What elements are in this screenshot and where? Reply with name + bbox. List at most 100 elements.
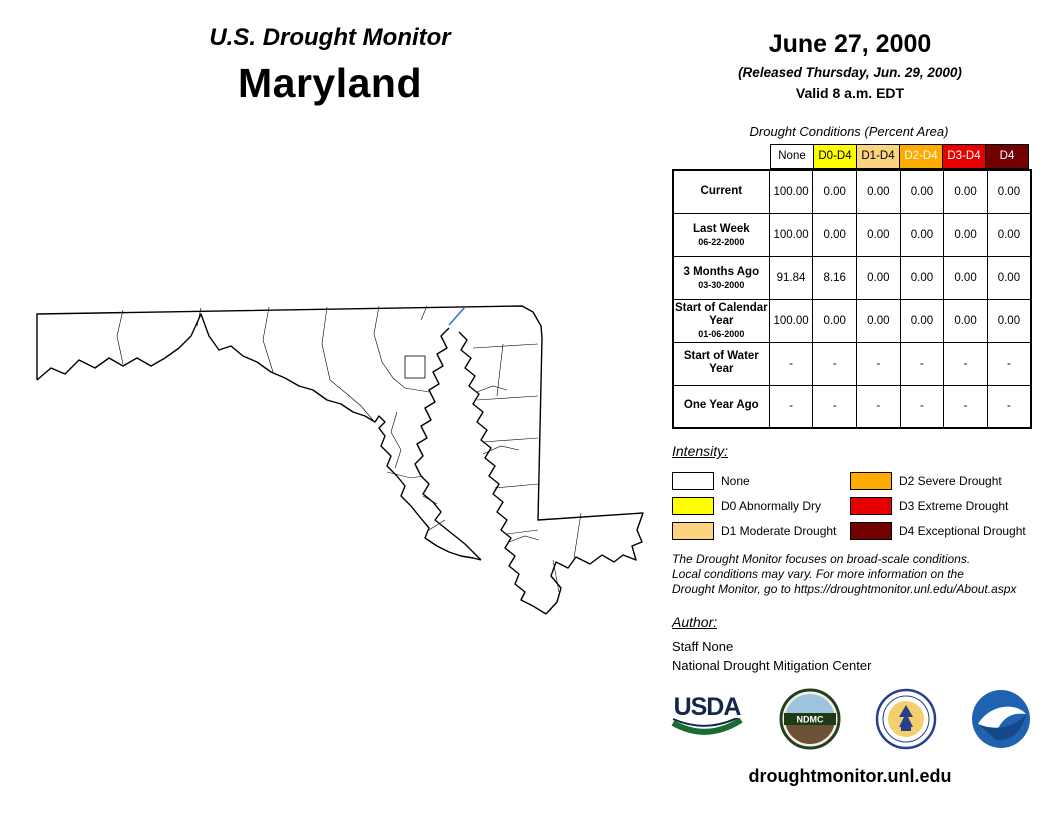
col-header-none: None xyxy=(770,144,814,169)
city-box xyxy=(404,355,426,379)
state-outline xyxy=(36,305,644,615)
legend-item-d2: D2 Severe Drought xyxy=(850,468,1028,493)
cell-value: - xyxy=(943,341,988,386)
legend-left-column: None D0 Abnormally Dry D1 Moderate Droug… xyxy=(672,468,850,543)
author-section: Author: Staff None National Drought Miti… xyxy=(672,614,1032,673)
cell-value: 100.00 xyxy=(768,169,814,214)
cell-value: - xyxy=(812,341,858,386)
bay-east-shore-path xyxy=(458,331,547,615)
maryland-map-svg xyxy=(36,305,644,615)
disclaimer-text: The Drought Monitor focuses on broad-sca… xyxy=(672,552,1042,597)
cell-value: 0.00 xyxy=(856,298,901,343)
commerce-seal-logo xyxy=(875,688,936,750)
legend-item-d4: D4 Exceptional Drought xyxy=(850,518,1028,543)
row-sub-date: 06-22-2000 xyxy=(698,236,745,247)
cell-value: 100.00 xyxy=(768,298,814,343)
author-title: Author: xyxy=(672,614,718,630)
report-date: June 27, 2000 xyxy=(768,30,932,58)
legend-swatch-d0 xyxy=(672,496,714,515)
table-row-3-months-ago: 3 Months Ago 03-30-2000 91.84 8.16 0.00 0… xyxy=(672,255,1032,300)
legend-title: Intensity: xyxy=(672,443,729,459)
table-header-row: None D0-D4 D1-D4 D2-D4 D3-D4 D4 xyxy=(770,144,1032,169)
row-label: Current xyxy=(700,184,743,197)
intensity-legend: Intensity: None D0 Abnormally Dry D1 Mod… xyxy=(672,443,1032,543)
cell-value: 0.00 xyxy=(856,212,901,257)
cell-value: - xyxy=(856,384,901,429)
cell-value: 0.00 xyxy=(943,298,988,343)
release-date: (Released Thursday, Jun. 29, 2000) xyxy=(738,65,962,80)
legend-item-d3: D3 Extreme Drought xyxy=(850,493,1028,518)
cell-value: - xyxy=(986,341,1032,386)
cell-value: 0.00 xyxy=(943,169,988,214)
report-title: U.S. Drought Monitor xyxy=(209,24,451,51)
legend-item-d1: D1 Moderate Drought xyxy=(672,518,850,543)
cell-value: 100.00 xyxy=(768,212,814,257)
legend-label: D0 Abnormally Dry xyxy=(721,498,822,513)
susquehanna-river xyxy=(448,306,466,326)
cell-value: 0.00 xyxy=(899,298,945,343)
date-block: June 27, 2000 (Released Thursday, Jun. 2… xyxy=(700,30,1000,101)
row-sub-date: 03-30-2000 xyxy=(698,279,745,290)
table-row-start-calendar-year: Start of Calendar Year 01-06-2000 100.00 … xyxy=(672,298,1032,343)
cell-value: - xyxy=(812,384,858,429)
legend-swatch-none xyxy=(672,471,714,490)
legend-label: None xyxy=(721,473,750,488)
cell-value: - xyxy=(899,341,945,386)
cell-value: 0.00 xyxy=(812,169,858,214)
logo-row: USDA NDMC xyxy=(668,688,1032,750)
table-row-one-year-ago: One Year Ago - - - - - - xyxy=(672,384,1032,429)
legend-right-column: D2 Severe Drought D3 Extreme Drought D4 … xyxy=(850,468,1028,543)
cell-value: 0.00 xyxy=(856,255,901,300)
cell-value: - xyxy=(899,384,945,429)
disclaimer-line: Local conditions may vary. For more info… xyxy=(672,567,964,581)
cell-value: 8.16 xyxy=(812,255,858,300)
col-header-d3d4: D3-D4 xyxy=(942,144,986,169)
ndmc-logo-text: NDMC xyxy=(797,715,824,725)
cell-value: - xyxy=(768,341,814,386)
cell-value: 0.00 xyxy=(986,212,1032,257)
author-name: Staff None xyxy=(672,639,734,654)
table-row-current: Current 100.00 0.00 0.00 0.00 0.00 0.00 xyxy=(672,169,1032,214)
cell-value: 0.00 xyxy=(899,212,945,257)
legend-swatch-d4 xyxy=(850,521,892,540)
ndmc-logo: NDMC xyxy=(779,688,841,750)
cell-value: - xyxy=(768,384,814,429)
legend-label: D4 Exceptional Drought xyxy=(899,523,1026,538)
usda-logo-text: USDA xyxy=(673,692,742,721)
potomac-border-path xyxy=(36,313,482,561)
row-label: Last Week xyxy=(692,222,750,235)
cell-value: - xyxy=(943,384,988,429)
table-row-start-water-year: Start of Water Year - - - - - - xyxy=(672,341,1032,386)
cell-value: 0.00 xyxy=(899,169,945,214)
row-label: Start of Water Year xyxy=(683,350,759,375)
state-name: Maryland xyxy=(238,60,422,106)
author-organization: National Drought Mitigation Center xyxy=(672,658,872,673)
report-header: U.S. Drought Monitor Maryland xyxy=(80,24,580,107)
valid-time: Valid 8 a.m. EDT xyxy=(795,85,905,101)
legend-swatch-d3 xyxy=(850,496,892,515)
cell-value: 0.00 xyxy=(986,298,1032,343)
bay-west-shore-path xyxy=(414,327,482,561)
cell-value: 0.00 xyxy=(899,255,945,300)
legend-label: D2 Severe Drought xyxy=(899,473,1002,488)
cell-value: - xyxy=(856,341,901,386)
disclaimer-line: The Drought Monitor focuses on broad-sca… xyxy=(672,552,971,566)
cell-value: 0.00 xyxy=(986,169,1032,214)
col-header-d1d4: D1-D4 xyxy=(856,144,900,169)
row-label: 3 Months Ago xyxy=(683,265,760,278)
row-label: One Year Ago xyxy=(683,399,759,412)
footer-url: droughtmonitor.unl.edu xyxy=(748,766,952,786)
legend-label: D1 Moderate Drought xyxy=(721,523,837,538)
table-row-last-week: Last Week 06-22-2000 100.00 0.00 0.00 0.0… xyxy=(672,212,1032,257)
col-header-d2d4: D2-D4 xyxy=(899,144,943,169)
usda-swoosh-icon xyxy=(671,714,743,735)
legend-item-d0: D0 Abnormally Dry xyxy=(672,493,850,518)
cell-value: 0.00 xyxy=(812,298,858,343)
row-sub-date: 01-06-2000 xyxy=(698,329,745,339)
maryland-map xyxy=(25,292,645,622)
drought-conditions-table: Current 100.00 0.00 0.00 0.00 0.00 0.00 … xyxy=(672,169,1032,429)
drought-table-section: Drought Conditions (Percent Area) None D… xyxy=(672,124,1032,429)
col-header-d0d4: D0-D4 xyxy=(813,144,857,169)
usda-logo: USDA xyxy=(668,692,746,743)
state-border-path xyxy=(36,305,644,615)
